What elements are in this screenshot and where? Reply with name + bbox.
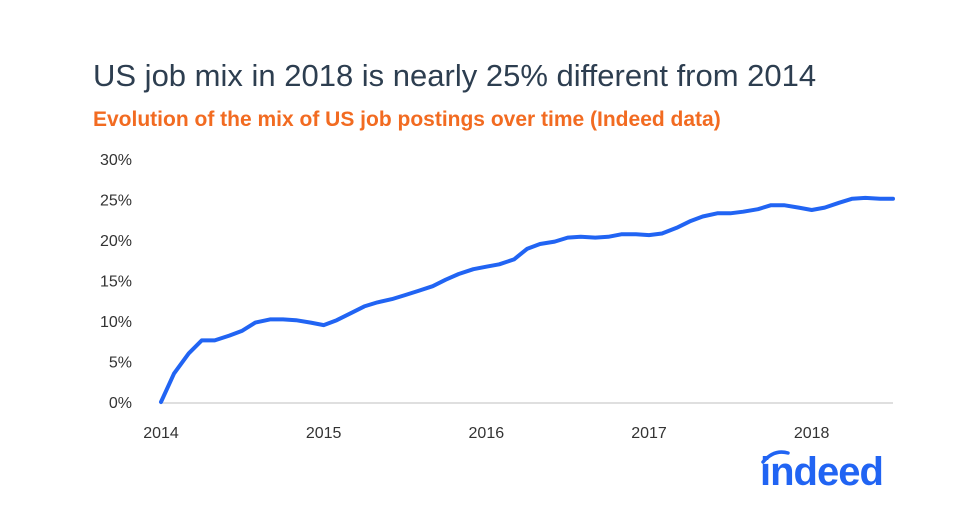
series-line (159, 195, 895, 404)
x-tick-label: 2014 (143, 425, 179, 442)
series-group (159, 195, 895, 404)
indeed-logo: indeed (760, 450, 884, 494)
chart-title: US job mix in 2018 is nearly 25% differe… (93, 58, 817, 93)
y-tick-label: 25% (100, 193, 132, 210)
x-tick-label: 2016 (469, 425, 505, 442)
y-axis-tick-labels: 0% 5% 10% 15% 20% 25% 30% (100, 152, 132, 412)
y-tick-label: 20% (100, 233, 132, 250)
x-tick-label: 2018 (794, 425, 830, 442)
y-tick-label: 30% (100, 152, 132, 169)
y-tick-label: 5% (109, 355, 132, 372)
chart-subtitle: Evolution of the mix of US job postings … (93, 108, 721, 131)
x-tick-label: 2017 (631, 425, 667, 442)
y-tick-label: 10% (100, 314, 132, 331)
y-tick-label: 15% (100, 274, 132, 291)
x-axis-tick-labels: 2014 2015 2016 2017 2018 (143, 425, 829, 442)
y-tick-label: 0% (109, 395, 132, 412)
indeed-logo-arc (761, 450, 790, 464)
x-tick-label: 2015 (306, 425, 342, 442)
